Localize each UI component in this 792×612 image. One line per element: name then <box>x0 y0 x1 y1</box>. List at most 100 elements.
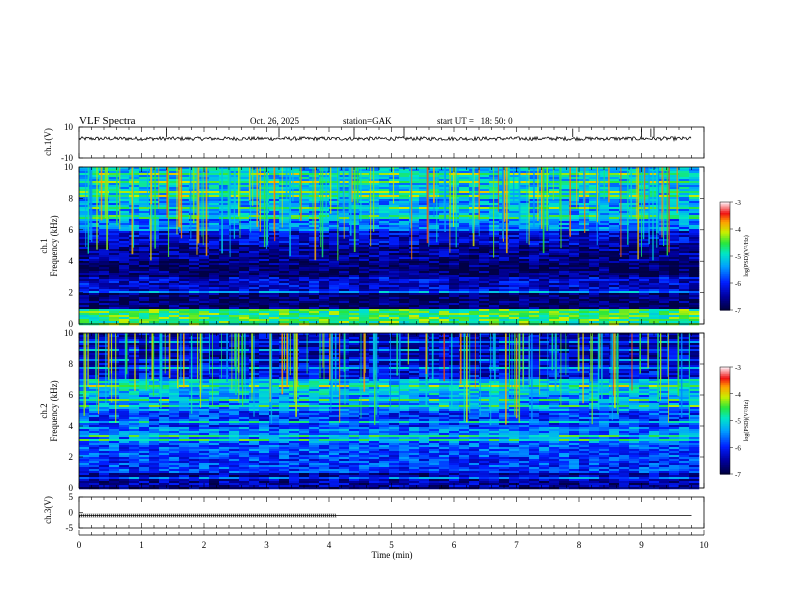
ch1spec-cell <box>669 183 680 186</box>
ch1spec-cell <box>129 249 140 252</box>
ch1spec-cell <box>679 215 690 218</box>
ch1spec-cell <box>409 247 420 250</box>
ch1spec-cell <box>129 309 140 312</box>
ch1spec-cell <box>679 303 690 306</box>
ch1spec-cell <box>89 261 100 264</box>
ch1spec-cell <box>619 289 630 292</box>
ch1spec-cell <box>219 191 230 194</box>
ch1spec-cell <box>669 289 680 292</box>
ch1spec-cell <box>579 265 590 268</box>
ch1spec-cell <box>459 245 470 248</box>
ch1spec-cell <box>569 297 580 300</box>
ch1spec-cell <box>569 251 580 254</box>
ch1spec-cell <box>129 195 140 198</box>
ch1spec-cell <box>589 259 600 262</box>
ch1spec-cell <box>409 205 420 208</box>
ch1spec-cell <box>139 251 150 254</box>
ch1spec-cell <box>629 249 640 252</box>
ch1spec-cell <box>209 237 220 240</box>
ch1spec-cell <box>159 289 170 292</box>
ch1spec-cell <box>589 313 600 316</box>
ch1spec-cell <box>149 233 160 236</box>
ch1spec-cell <box>229 313 240 316</box>
ch1spec-cell <box>379 227 390 230</box>
ch1spec-cell <box>129 305 140 308</box>
ch1spec-cell <box>599 293 610 296</box>
ch1spec-cell <box>449 197 460 200</box>
ch1spec-cell <box>559 193 570 196</box>
ch1spec-cell <box>579 283 590 286</box>
ch1spec-cell <box>149 209 160 212</box>
ch1spec-cell <box>609 297 620 300</box>
ch1spec-cell <box>109 279 120 282</box>
ch1spec-cell <box>399 197 410 200</box>
ch1spec-cell <box>349 267 360 270</box>
ch1spec-cell <box>659 275 670 278</box>
ch1spec-cell <box>399 189 410 192</box>
ch1spec-cell <box>409 309 420 312</box>
ch1spec-cell <box>289 259 300 262</box>
ch1spec-cell <box>649 203 660 206</box>
ch1spec-cell <box>619 183 630 186</box>
ch1spec-cell <box>679 253 690 256</box>
ch1spec-cell <box>389 321 400 324</box>
ch1spec-cell <box>159 171 170 174</box>
ch1spec-cell <box>539 275 550 278</box>
ch1spec-cell <box>189 315 200 318</box>
ch1spec-cell <box>239 277 250 280</box>
ch1spec-cell <box>209 195 220 198</box>
ch1spec-cell <box>79 189 90 192</box>
ch1spec-cell <box>419 307 430 310</box>
ch1spec-cell <box>89 207 100 210</box>
ch1spec-cell <box>519 205 530 208</box>
ch1spec-cell <box>239 187 250 190</box>
ch1spec-cell <box>489 313 500 316</box>
ch1spec-cell <box>189 227 200 230</box>
ch1spec-cell <box>589 303 600 306</box>
ch1spec-cell <box>209 307 220 310</box>
ch1spec-cell <box>429 303 440 306</box>
ch1spec-cell <box>419 261 430 264</box>
ch1spec-cell <box>359 249 370 252</box>
ch1spec-cell <box>489 311 500 314</box>
ch1spec-cell <box>189 317 200 320</box>
ch1spec-cell <box>519 245 530 248</box>
ch1spec-cell <box>509 207 520 210</box>
ch1spec-cell <box>169 287 180 290</box>
ch1spec-cell <box>139 261 150 264</box>
ch1spec-cell <box>359 239 370 242</box>
ch1spec-cell <box>219 293 230 296</box>
ch1spec-cell <box>399 201 410 204</box>
ch1spec-cell <box>679 177 690 180</box>
ch1spec-cell <box>549 241 560 244</box>
ch1spec-cell <box>479 203 490 206</box>
ch1spec-cell <box>609 305 620 308</box>
ch1spec-cell <box>449 231 460 234</box>
ch1spec-cell <box>439 215 450 218</box>
ch1spec-cell <box>569 203 580 206</box>
ch1spec-cell <box>219 237 230 240</box>
ch1spec-cell <box>209 281 220 284</box>
ch1spec-cell <box>169 189 180 192</box>
ch1spec-cell <box>689 263 700 266</box>
ch1spec-cell <box>449 233 460 236</box>
ch1spec-cell <box>389 285 400 288</box>
ch1spec-cell <box>449 201 460 204</box>
ch1spec-cell <box>609 195 620 198</box>
ch1spec-cell <box>229 311 240 314</box>
ch1spec-cell <box>99 213 110 216</box>
ch1spec-cell <box>329 273 340 276</box>
ch1spec-cell <box>599 219 610 222</box>
ch1spec-cell <box>169 267 180 270</box>
ch1spec-cell <box>569 167 580 170</box>
ch1spec-cell <box>679 217 690 220</box>
ch1spec-cell <box>89 229 100 232</box>
ch1spec-cell <box>299 203 310 206</box>
ch1spec-cell <box>479 197 490 200</box>
ch1spec-cell <box>529 231 540 234</box>
ch1spec-cell <box>449 303 460 306</box>
ch1spec-cell <box>159 319 170 322</box>
ch1spec-cell <box>479 281 490 284</box>
ch1spec-cell <box>529 283 540 286</box>
ch1spec-cell <box>269 317 280 320</box>
